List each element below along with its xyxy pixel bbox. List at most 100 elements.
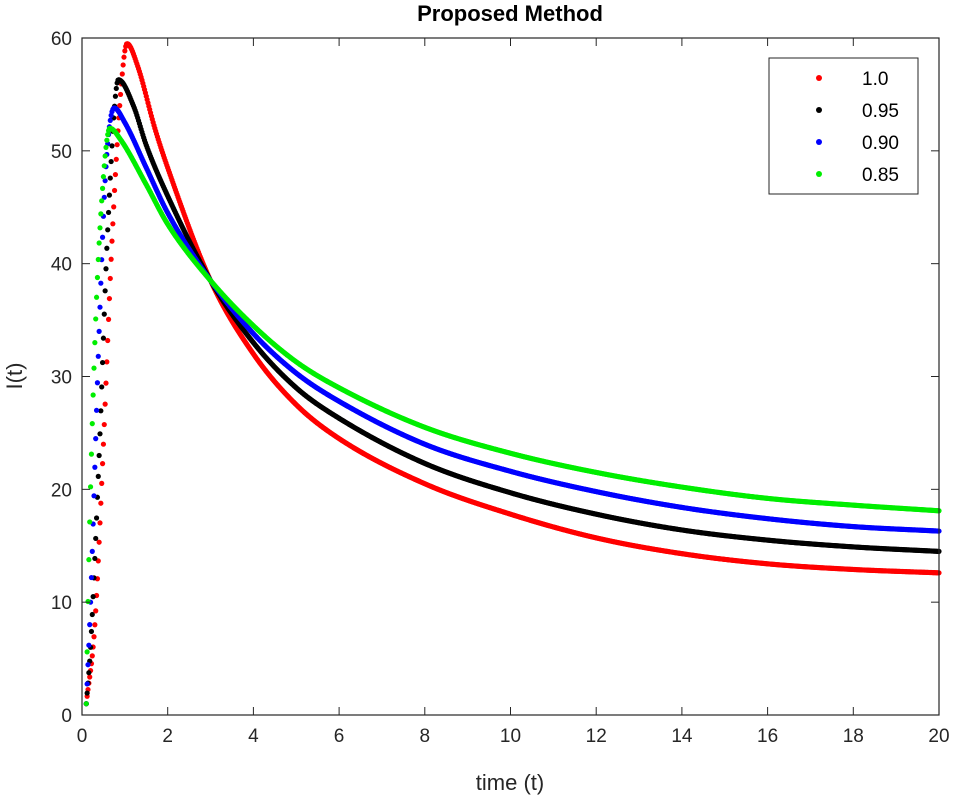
- data-point: [107, 117, 113, 124]
- data-point: [93, 515, 100, 521]
- data-point: [89, 548, 95, 554]
- x-tick-label: 10: [500, 726, 521, 747]
- data-point: [107, 175, 113, 181]
- data-point: [104, 137, 110, 143]
- data-point: [110, 221, 116, 227]
- data-point: [93, 407, 100, 413]
- data-point: [91, 365, 97, 371]
- data-point: [97, 431, 103, 437]
- data-point: [112, 93, 119, 99]
- data-point: [100, 441, 107, 447]
- data-point: [99, 359, 106, 366]
- y-tick-label: 30: [51, 368, 72, 389]
- data-point: [102, 288, 108, 294]
- data-point: [103, 380, 109, 386]
- data-point: [93, 436, 99, 442]
- data-point: [88, 574, 95, 581]
- series-0.95: [83, 77, 942, 707]
- series-0.85: [83, 125, 942, 707]
- x-tick-label: 2: [162, 726, 173, 747]
- data-point: [93, 316, 99, 322]
- data-point: [87, 519, 93, 525]
- data-point: [97, 520, 103, 526]
- data-point: [99, 234, 106, 240]
- x-tick-label: 12: [586, 726, 607, 747]
- data-point: [92, 340, 98, 346]
- data-point: [113, 85, 119, 92]
- data-point: [104, 245, 110, 251]
- legend-label: 0.95: [862, 101, 899, 122]
- legend: 1.0 0.95 0.90 0.85: [768, 57, 919, 195]
- data-point: [86, 670, 92, 676]
- data-point: [113, 156, 119, 162]
- data-point: [104, 359, 110, 365]
- legend-label: 0.90: [862, 133, 899, 154]
- data-point: [89, 653, 95, 659]
- data-point: [117, 91, 124, 98]
- data-point: [105, 209, 112, 216]
- series-0.90: [83, 105, 942, 707]
- x-tick-label: 20: [928, 726, 949, 747]
- data-point: [96, 328, 102, 334]
- data-point: [99, 185, 106, 191]
- data-point: [105, 316, 112, 322]
- data-point: [89, 421, 95, 427]
- y-tick-label: 20: [51, 480, 72, 501]
- legend-marker: [816, 139, 822, 145]
- legend-label: 1.0: [862, 69, 888, 90]
- data-point: [90, 392, 96, 398]
- data-point: [102, 401, 108, 407]
- data-point: [84, 681, 90, 687]
- data-point: [101, 311, 107, 317]
- data-point: [87, 622, 93, 628]
- data-point: [100, 335, 107, 341]
- data-point: [109, 143, 115, 149]
- data-point: [92, 555, 98, 562]
- data-point: [102, 153, 108, 159]
- data-point: [99, 198, 105, 204]
- y-tick-label: 40: [51, 255, 72, 276]
- data-point: [105, 131, 111, 138]
- data-point: [106, 295, 113, 302]
- data-point: [87, 674, 93, 680]
- data-point: [93, 608, 99, 614]
- y-tick-label: 60: [51, 29, 72, 50]
- data-point: [92, 622, 98, 628]
- data-point: [95, 353, 101, 359]
- legend-marker: [816, 107, 822, 113]
- data-point: [87, 484, 94, 490]
- data-point: [119, 71, 125, 77]
- data-point: [105, 227, 111, 233]
- y-tick-label: 0: [61, 706, 72, 727]
- data-point: [109, 238, 115, 244]
- data-point: [97, 304, 103, 310]
- data-point: [93, 535, 99, 542]
- legend-marker: [816, 75, 822, 81]
- data-point: [107, 275, 113, 282]
- data-point: [98, 408, 104, 414]
- y-tick-label: 50: [51, 142, 72, 163]
- data-point: [102, 178, 108, 184]
- x-tick-label: 18: [843, 726, 864, 747]
- series-layer: [83, 41, 942, 707]
- data-point: [103, 266, 109, 272]
- x-tick-label: 0: [77, 726, 88, 747]
- data-point: [101, 421, 107, 428]
- data-point: [96, 240, 102, 246]
- data-point: [84, 649, 90, 655]
- data-point: [95, 256, 101, 263]
- data-point: [98, 280, 104, 286]
- data-point: [98, 211, 104, 217]
- data-point: [108, 256, 114, 262]
- data-point: [95, 473, 101, 479]
- data-point: [111, 187, 118, 194]
- data-point: [86, 557, 92, 563]
- data-point: [100, 174, 107, 180]
- y-tick-label: 10: [51, 593, 72, 614]
- data-point: [103, 144, 109, 150]
- data-point: [90, 594, 96, 600]
- data-point: [93, 294, 100, 300]
- data-point: [97, 225, 103, 231]
- x-tick-label: 6: [334, 726, 345, 747]
